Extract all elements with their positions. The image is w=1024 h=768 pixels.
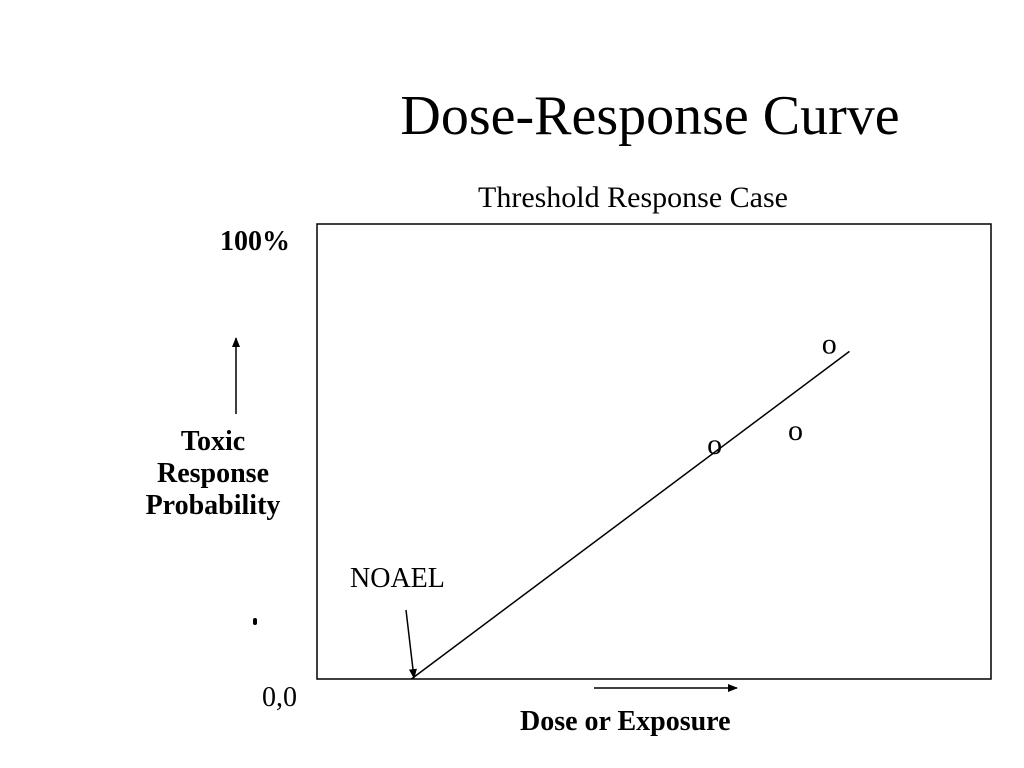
noael-annotation: NOAEL	[350, 563, 445, 594]
origin-label: 0,0	[262, 682, 297, 713]
series-line	[410, 350, 850, 680]
chart-marks: o o o	[410, 328, 850, 680]
data-point-marker: o	[707, 428, 722, 461]
plot-frame	[316, 223, 992, 680]
y-axis-title-line: Response	[156, 458, 269, 489]
slide-title: Dose-Response Curve	[400, 85, 900, 147]
y-axis-title-line: Probability	[145, 490, 281, 521]
x-axis-title: Dose or Exposure	[520, 706, 731, 737]
data-point-marker: o	[788, 414, 803, 447]
y-axis-title-line: Toxic	[180, 426, 246, 457]
y-axis-title: Toxic Response Probability	[130, 426, 296, 522]
chart-subtitle: Threshold Response Case	[478, 181, 788, 214]
noael-pointer-arrow	[405, 609, 417, 679]
stray-dot	[253, 618, 257, 625]
y-axis-top-label: 100%	[220, 226, 290, 257]
data-point-marker: o	[822, 328, 837, 361]
